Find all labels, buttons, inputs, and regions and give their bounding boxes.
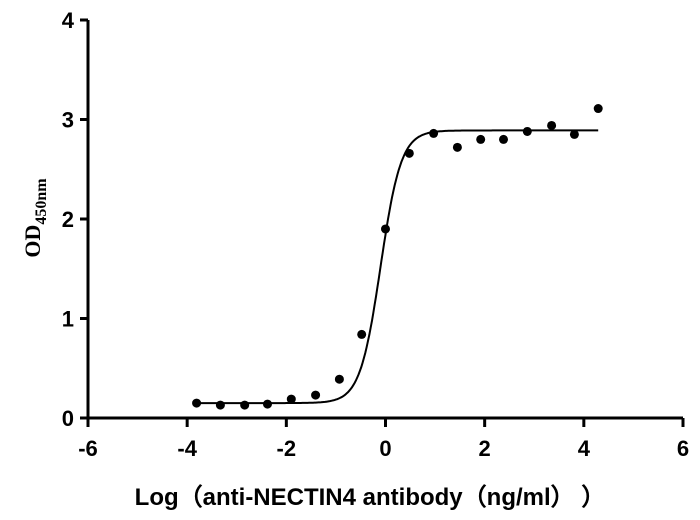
data-point	[476, 134, 486, 144]
fit-curve	[196, 129, 599, 405]
data-point	[452, 142, 462, 152]
x-axis-title: Log（anti-NECTIN4 antibody（ng/ml） ）	[135, 484, 606, 511]
data-point	[262, 399, 272, 409]
y-tick-label: 2	[62, 207, 74, 232]
data-point	[499, 134, 509, 144]
x-tick-label: -6	[78, 436, 98, 461]
y-tick-label: 1	[62, 307, 74, 332]
data-point	[569, 129, 579, 139]
data-point	[522, 126, 532, 136]
axes: 0 1 2 3 4 -6 -4 -2 0 2 4 6	[62, 8, 689, 461]
x-tick-label: 2	[479, 436, 491, 461]
data-point	[593, 104, 603, 114]
data-point	[286, 394, 296, 404]
x-tick-label: 4	[578, 436, 591, 461]
y-tick-label: 3	[62, 108, 74, 133]
data-point	[429, 128, 439, 138]
data-point	[311, 390, 321, 400]
x-tick-label: 0	[379, 436, 391, 461]
data-points	[192, 104, 603, 410]
x-tick-label: 6	[677, 436, 689, 461]
data-point	[547, 120, 557, 130]
data-point	[357, 329, 367, 339]
y-tick-label: 4	[62, 8, 75, 33]
data-point	[381, 224, 390, 234]
data-point	[215, 400, 225, 410]
y-axis-title: OD450nm	[20, 178, 50, 258]
x-tick-label: -4	[177, 436, 197, 461]
data-point	[240, 400, 250, 410]
y-tick-label: 0	[62, 406, 74, 431]
x-tick-label: -2	[277, 436, 297, 461]
data-point	[334, 374, 344, 384]
data-point	[192, 398, 202, 408]
data-point	[404, 148, 414, 158]
